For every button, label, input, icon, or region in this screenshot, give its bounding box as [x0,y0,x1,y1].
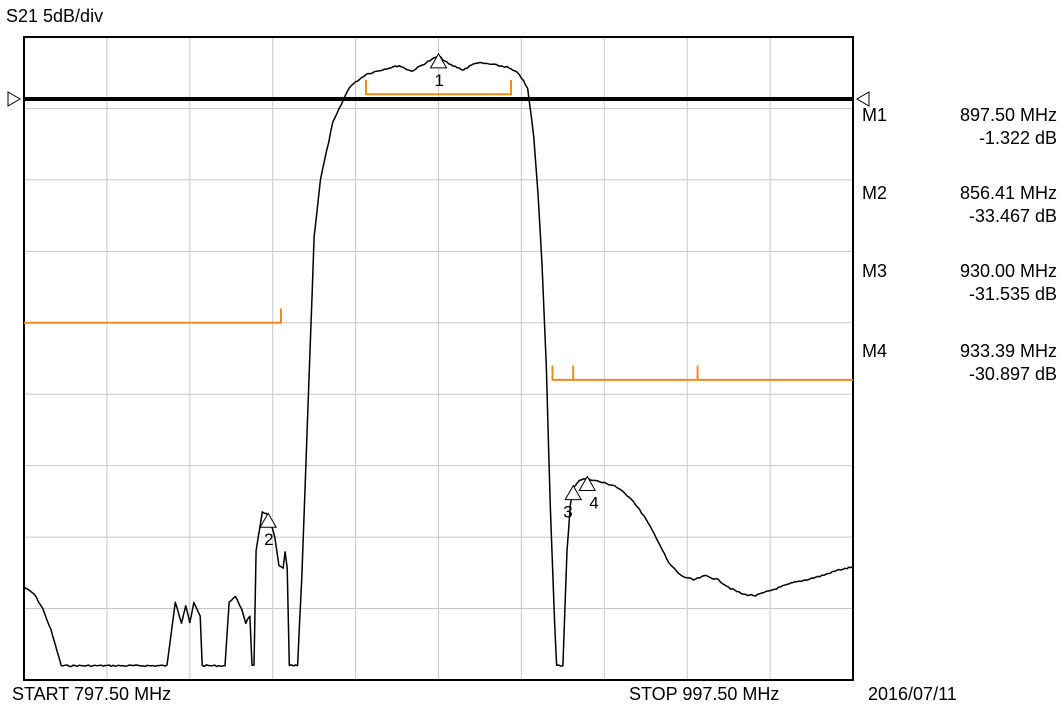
start-frequency: START 797.50 MHz [12,684,172,704]
marker-readout-m2: M2 856.41 MHz -33.467 dB [862,182,1057,228]
marker-readout-level: -31.535 dB [968,284,1057,304]
trace-format-label: S21 5dB/div [6,6,104,26]
reference-left-icon [7,91,21,107]
marker-4-label: 4 [589,493,598,512]
marker-readout-freq: 930.00 MHz [959,261,1057,281]
marker-readout-level: -1.322 dB [978,128,1057,148]
marker-1-icon [429,52,448,69]
marker-readout-m4: M4 933.39 MHz -30.897 dB [862,340,1057,386]
marker-layer: 1 2 3 4 [259,52,599,549]
marker-readout-id: M4 [862,341,888,361]
marker-readout-freq: 933.39 MHz [959,341,1057,361]
marker-readout-id: M1 [862,105,888,125]
marker-readout-freq: 897.50 MHz [959,105,1057,125]
marker-2-label: 2 [264,530,273,549]
marker-readout-freq: 856.41 MHz [959,183,1057,203]
marker-readout-m3: M3 930.00 MHz -31.535 dB [862,260,1057,306]
limit-line-3 [551,365,853,381]
limit-line-1 [24,308,282,324]
reference-right-icon [856,91,870,107]
marker-1-label: 1 [435,71,444,90]
marker-readout-id: M2 [862,183,888,203]
marker-readout-id: M3 [862,261,888,281]
marker-3-label: 3 [563,503,572,522]
stop-frequency: STOP 997.50 MHz [629,684,780,704]
date-stamp: 2016/07/11 [868,684,957,704]
marker-2-icon [259,512,278,528]
limit-line-2 [365,79,512,96]
plot-frame [23,36,854,681]
marker-readout-m1: M1 897.50 MHz -1.322 dB [862,104,1057,150]
marker-4-icon [578,475,597,491]
plot-grid [24,37,853,680]
limit-lines [24,79,853,381]
marker-3-icon [564,484,583,501]
marker-readout-level: -33.467 dB [968,206,1057,226]
marker-readout-level: -30.897 dB [968,364,1057,384]
